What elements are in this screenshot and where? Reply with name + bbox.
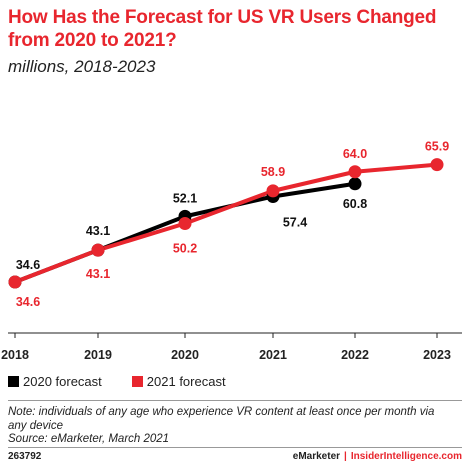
divider-top	[8, 400, 462, 401]
data-label-2020: 43.1	[86, 224, 110, 238]
data-point-2021	[266, 184, 280, 198]
data-label-2021: 50.2	[173, 242, 197, 256]
legend: 2020 forecast 2021 forecast	[8, 374, 256, 389]
chart-id: 263792	[8, 451, 42, 462]
line-chart: 2018 2019 2020 2021 2022 2023 34.6 43.1 52.1 57.4…	[1, 140, 462, 362]
x-tick-label: 2022	[341, 348, 369, 362]
legend-item-2020: 2020 forecast	[8, 374, 102, 389]
data-label-2021: 34.6	[16, 295, 40, 309]
chart-title: How Has the Forecast for US VR Users Cha…	[8, 7, 437, 51]
legend-label-2020: 2020 forecast	[23, 374, 102, 389]
chart-subtitle: millions, 2018-2023	[8, 57, 156, 76]
brand-separator: |	[344, 451, 347, 462]
data-point-2021	[8, 275, 22, 289]
data-point-2021	[91, 243, 105, 257]
data-label-2021: 64.0	[343, 147, 367, 161]
legend-label-2021: 2021 forecast	[146, 374, 226, 389]
data-point-2021	[178, 217, 192, 230]
source-text: Source: eMarketer, March 2021	[8, 433, 170, 445]
data-point-2021	[348, 165, 362, 179]
data-label-2021: 58.9	[261, 165, 285, 179]
x-tick-label: 2020	[171, 348, 199, 362]
x-tick-label: 2019	[84, 348, 112, 362]
series-line-2021	[13, 162, 439, 284]
data-label-2020: 52.1	[173, 191, 197, 205]
x-tick-label: 2023	[423, 348, 451, 362]
data-label-2020: 57.4	[283, 216, 307, 230]
divider-bottom	[8, 447, 462, 448]
data-point-2020	[348, 177, 362, 191]
legend-swatch-2021	[131, 376, 143, 387]
brand-insider: InsiderIntelligence.com	[350, 451, 462, 462]
data-label-2020: 60.8	[343, 197, 367, 211]
data-point-2021	[430, 158, 444, 172]
data-label-2020: 34.6	[16, 258, 40, 272]
data-label-2021: 43.1	[86, 267, 110, 281]
brand-emarketer: eMarketer	[292, 451, 341, 462]
data-label-2021: 65.9	[425, 140, 449, 154]
footer-brand: eMarketer | InsiderIntelligence.com	[293, 451, 462, 462]
x-tick-label: 2018	[1, 348, 29, 362]
x-tick-label: 2021	[259, 348, 287, 362]
note-text: Note: individuals of any age who experie…	[8, 406, 435, 432]
legend-item-2021: 2021 forecast	[131, 374, 226, 389]
footnote: Note: individuals of any age who experie…	[8, 406, 448, 447]
legend-swatch-2020	[8, 376, 19, 387]
